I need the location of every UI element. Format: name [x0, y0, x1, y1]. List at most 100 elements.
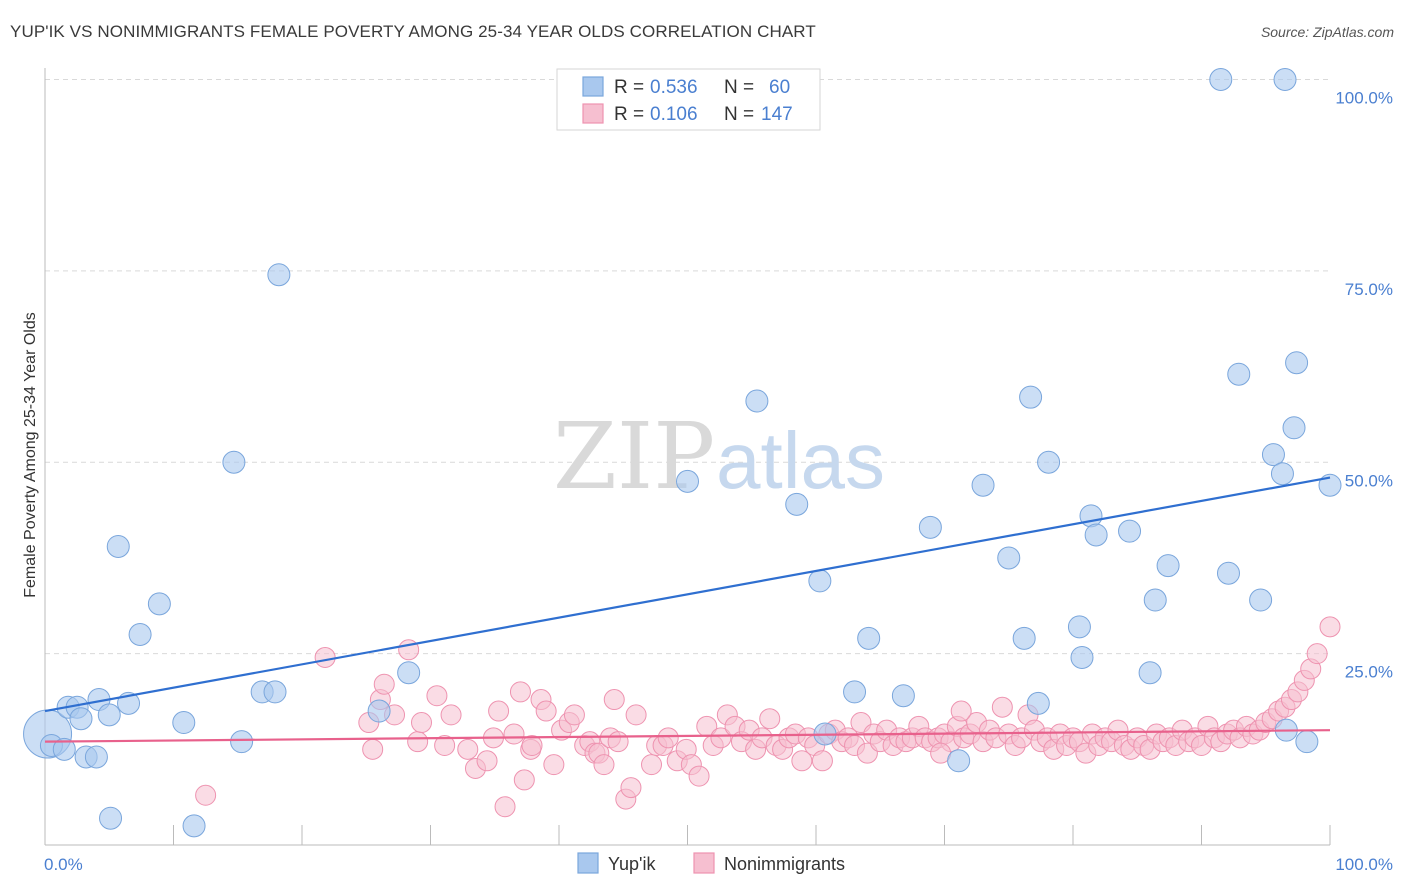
- yupik-point: [1227, 362, 1251, 386]
- legend-r-value-2: 0.106: [650, 104, 698, 125]
- yupik-point: [1143, 588, 1167, 612]
- nonimmigrants-point: [476, 750, 498, 772]
- yupik-point: [1037, 450, 1061, 474]
- yupik-point: [1084, 523, 1108, 547]
- y-tick-label: 25.0%: [1345, 663, 1393, 682]
- yupik-point: [1295, 730, 1319, 754]
- nonimmigrants-point: [759, 708, 781, 730]
- yupik-point: [971, 473, 995, 497]
- chart-title: YUP'IK VS NONIMMIGRANTS FEMALE POVERTY A…: [10, 22, 816, 41]
- yupik-point: [1273, 68, 1297, 91]
- yupik-point: [857, 626, 881, 650]
- yupik-point: [172, 711, 196, 735]
- gridlines: [45, 79, 1330, 655]
- nonimmigrants-point: [950, 700, 972, 722]
- nonimmigrants-point: [811, 750, 833, 772]
- y-axis-title: Female Poverty Among 25-34 Year Olds: [22, 312, 39, 598]
- nonimmigrants-point: [1319, 616, 1341, 638]
- nonimmigrants-point: [407, 731, 429, 753]
- yupik-point: [147, 592, 171, 616]
- x-tick-label-max: 100.0%: [1335, 855, 1393, 874]
- nonimmigrants-point: [543, 754, 565, 776]
- y-tick-label: 100.0%: [1335, 89, 1393, 108]
- watermark: ZIP atlas: [553, 403, 885, 510]
- trend-lines: [44, 476, 1331, 743]
- y-tick-labels: 25.0% 50.0% 75.0% 100.0%: [1335, 89, 1393, 682]
- yupik-point: [891, 684, 915, 708]
- yupik-point: [128, 622, 152, 646]
- nonimmigrants-point: [314, 646, 336, 668]
- yupik-point: [1067, 615, 1091, 639]
- yupik-point: [397, 661, 421, 685]
- yupik-point: [1019, 385, 1043, 409]
- nonimmigrants-point: [563, 704, 585, 726]
- yupik-point: [918, 515, 942, 539]
- legend-n-label-1: N =: [724, 77, 754, 98]
- nonimmigrants-point: [426, 685, 448, 707]
- nonimmigrants-point: [620, 777, 642, 799]
- series-legend-label-nonimmigrants: Nonimmigrants: [724, 854, 845, 874]
- nonimmigrants-point: [521, 734, 543, 756]
- yupik-point: [808, 569, 832, 593]
- nonimmigrants-point: [434, 734, 456, 756]
- yupik-point: [1026, 691, 1050, 715]
- yupik-point: [222, 450, 246, 474]
- nonimmigrants-point: [991, 696, 1013, 718]
- yupik-point: [843, 680, 867, 704]
- nonimmigrants-point: [494, 796, 516, 818]
- series-legend-swatch-nonimmigrants: [693, 852, 715, 874]
- legend-n-value-2: 147: [761, 104, 793, 125]
- legend-r-label-1: R =: [614, 77, 644, 98]
- source-label: Source: ZipAtlas.com: [1260, 24, 1394, 40]
- yupik-point: [106, 534, 130, 558]
- nonimmigrants-point: [688, 765, 710, 787]
- yupik-point: [367, 699, 391, 723]
- yupik-point: [1318, 473, 1342, 497]
- legend-n-value-1: 60: [769, 77, 790, 98]
- yupik-trend-line: [44, 476, 1331, 713]
- yupik-point: [1282, 416, 1306, 440]
- series-legend: Yup'ik Nonimmigrants: [577, 852, 845, 874]
- yupik-point: [69, 707, 93, 731]
- nonimmigrants-point: [503, 723, 525, 745]
- watermark-atlas: atlas: [716, 416, 885, 505]
- yupik-points: [23, 68, 1342, 838]
- yupik-point: [1138, 661, 1162, 685]
- nonimmigrants-point: [195, 784, 217, 806]
- yupik-point: [97, 703, 121, 727]
- legend-r-label-2: R =: [614, 104, 644, 125]
- nonimmigrants-point: [791, 750, 813, 772]
- yupik-point: [1261, 443, 1285, 467]
- yupik-point: [267, 263, 291, 287]
- nonimmigrants-point: [1306, 643, 1328, 665]
- yupik-point: [1270, 462, 1294, 486]
- yupik-point: [99, 806, 123, 830]
- yupik-point: [745, 389, 769, 413]
- nonimmigrants-point: [710, 727, 732, 749]
- nonimmigrants-point: [657, 727, 679, 749]
- legend-n-label-2: N =: [724, 104, 754, 125]
- yupik-point: [1012, 626, 1036, 650]
- nonimmigrants-point: [535, 700, 557, 722]
- yupik-point: [1079, 504, 1103, 528]
- nonimmigrants-point: [457, 738, 479, 760]
- series-legend-swatch-yupik: [577, 852, 599, 874]
- nonimmigrants-point: [593, 754, 615, 776]
- nonimmigrants-points: [195, 616, 1341, 818]
- y-tick-label: 50.0%: [1345, 471, 1393, 490]
- yupik-point: [1070, 645, 1094, 669]
- yupik-point: [997, 546, 1021, 570]
- yupik-point: [1216, 561, 1240, 585]
- nonimmigrants-point: [411, 712, 433, 734]
- yupik-point: [182, 814, 206, 838]
- yupik-point: [947, 749, 971, 773]
- yupik-point: [1118, 519, 1142, 543]
- y-tick-label: 75.0%: [1345, 280, 1393, 299]
- nonimmigrants-trend-line: [44, 729, 1331, 743]
- correlation-legend: R = 0.536 N = 60 R = 0.106 N = 147: [556, 68, 821, 131]
- yupik-point: [1209, 68, 1233, 91]
- nonimmigrants-point: [440, 704, 462, 726]
- nonimmigrants-point: [373, 673, 395, 695]
- x-ticks: [44, 825, 1331, 845]
